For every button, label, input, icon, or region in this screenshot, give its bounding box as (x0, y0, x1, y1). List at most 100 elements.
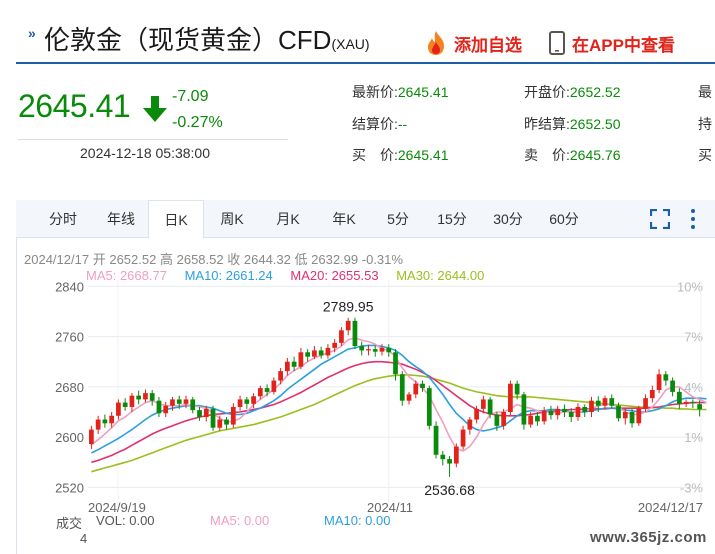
chart-panel (16, 200, 715, 554)
tab-60min[interactable]: 60分 (549, 211, 579, 227)
candle-body (89, 429, 94, 445)
period-tabs: 分时 年线 日K 周K 月K 年K 5分 15分 30分 60分 (16, 200, 715, 239)
more-options-icon[interactable] (690, 208, 696, 230)
volume-label: 成交 (56, 516, 83, 531)
candle-body (399, 374, 405, 401)
price-change-pct: -0.27% (172, 114, 223, 131)
candle-body (305, 352, 311, 357)
candle-body (663, 374, 669, 381)
candle-body (136, 395, 142, 400)
ohlc-low-label: 低 (294, 252, 308, 267)
tab-yearly-k[interactable]: 年K (332, 211, 356, 227)
candle-body (656, 374, 662, 390)
candle-body (501, 412, 506, 426)
candle-body (508, 383, 513, 412)
ohlc-high: 2658.52 (176, 252, 224, 267)
tab-monthly-k[interactable]: 月K (276, 211, 300, 227)
flame-icon (428, 31, 444, 55)
ma30-line (91, 374, 707, 473)
page-subtitle: (XAU) (331, 36, 370, 52)
candle-body (406, 394, 412, 401)
tab-daily-k[interactable]: 日K (148, 200, 204, 239)
tab-5min[interactable]: 5分 (387, 211, 409, 227)
pct-tick-label: 10% (677, 280, 703, 294)
candle-body (690, 401, 696, 404)
candle-body (453, 446, 459, 464)
candle-body (541, 410, 547, 422)
candle-body (237, 399, 243, 407)
title-chevron-icon: » (28, 25, 36, 41)
field-buy-truncated: 买 (698, 147, 712, 163)
ohlc-pct: -0.31% (361, 252, 403, 267)
candle-body (393, 352, 398, 375)
candle-body (156, 400, 162, 414)
candle-body (372, 349, 378, 352)
candle-body (332, 342, 338, 348)
ohlc-low: 2632.99 (311, 252, 359, 267)
candle-body (170, 399, 175, 406)
candle-body (535, 415, 540, 422)
candlestick-chart[interactable]: 2840 2760 2680 2600 2520 10% 7% 4% 1% -3% 2024/9/1… (0, 280, 715, 514)
ma-legend: MA5: 2668.77 MA10: 2661.24 MA20: 2655.53… (86, 268, 498, 283)
quote-time: 2024-12-18 05:38:00 (80, 145, 210, 161)
candle-body (264, 388, 270, 392)
field-holding-truncated: 持 (698, 116, 712, 132)
candle-body (649, 390, 655, 399)
tab-intraday[interactable]: 分时 (49, 211, 77, 227)
candle-body (670, 380, 675, 392)
tab-year-line[interactable]: 年线 (107, 211, 135, 227)
add-favorite-button[interactable]: 添加自选 (424, 30, 522, 56)
candle-body (224, 419, 229, 425)
candle-body (325, 347, 331, 356)
candle-body (555, 408, 561, 416)
candle-body (251, 396, 256, 404)
ma10-legend: MA10: 2661.24 (184, 268, 273, 283)
candle-body (683, 401, 689, 404)
field-bid: 买 价:2645.41 (352, 147, 449, 163)
candle-body (521, 394, 527, 425)
candle-body (379, 347, 385, 352)
candle-body (318, 350, 324, 356)
ma5-line (90, 336, 707, 452)
candle-body (474, 408, 479, 420)
tab-weekly-k[interactable]: 周K (220, 211, 244, 227)
candle-body (149, 393, 155, 401)
candle-body (116, 402, 121, 416)
candle-body (480, 399, 486, 409)
price-change: -7.09 (172, 88, 209, 105)
candle-body (528, 415, 534, 425)
field-open: 开盘价:2652.52 (524, 84, 621, 100)
candle-body (629, 412, 635, 424)
ma5-legend: MA5: 2668.77 (86, 268, 167, 283)
candle-body (609, 398, 615, 406)
candle-body (109, 415, 115, 424)
candle-body (433, 425, 439, 455)
candle-body (143, 393, 148, 400)
candle-body (271, 380, 277, 392)
field-high-truncated: 最 (698, 84, 712, 100)
candle-body (622, 412, 628, 419)
pct-tick-label: -3% (680, 480, 704, 495)
ohlc-close-label: 收 (227, 252, 241, 267)
candle-body (582, 406, 588, 412)
tab-30min[interactable]: 30分 (493, 211, 523, 227)
open-in-app-label: 在APP中查看 (572, 35, 675, 55)
candle-body (568, 412, 574, 418)
candle-body (514, 383, 520, 395)
open-in-app-button[interactable]: 在APP中查看 (548, 30, 675, 56)
tab-15min[interactable]: 15分 (437, 211, 467, 227)
candle-body (190, 399, 196, 411)
candle-body (460, 429, 466, 447)
fullscreen-icon[interactable] (650, 209, 670, 229)
ma30-legend: MA30: 2644.00 (396, 268, 485, 283)
ohlc-open-label: 开 (92, 252, 106, 267)
candle-body (676, 391, 682, 404)
candle-body (278, 371, 283, 381)
candle-body (467, 419, 473, 430)
candle-body (102, 419, 108, 424)
ohlc-close: 2644.32 (243, 252, 291, 267)
candle-body (602, 398, 608, 406)
volume-scale: 4 (80, 531, 88, 546)
header-divider (16, 62, 715, 64)
ma20-line (91, 360, 707, 464)
